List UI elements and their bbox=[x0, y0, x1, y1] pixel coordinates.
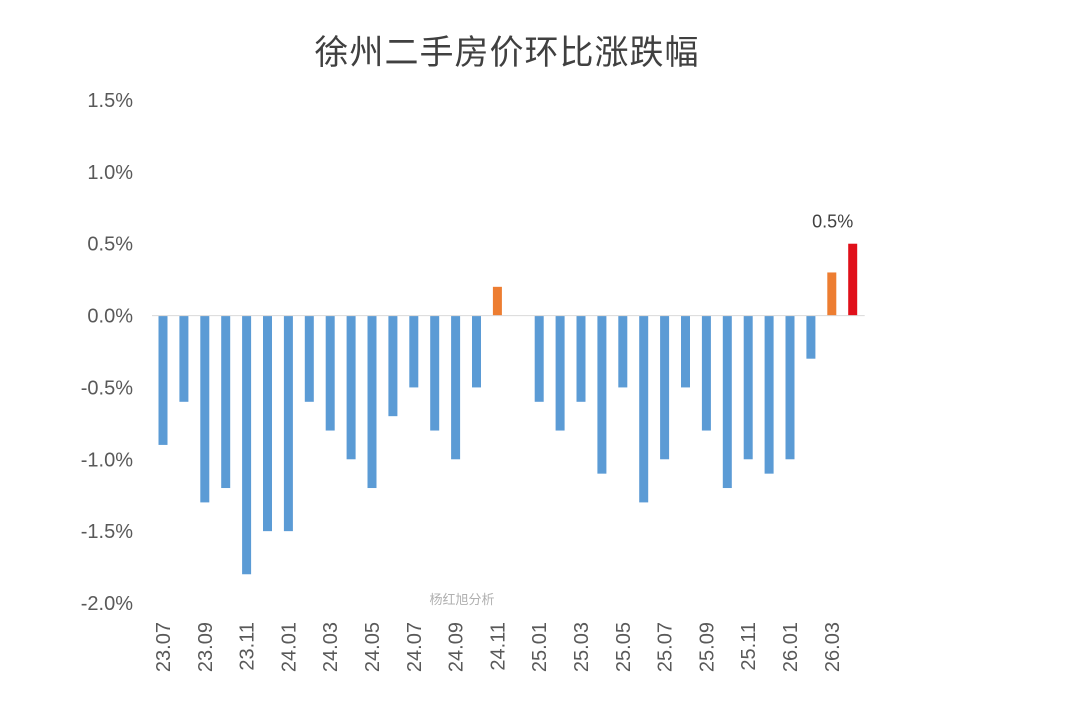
bar-25.08 bbox=[681, 315, 690, 388]
y-tick-label: -0.5% bbox=[81, 377, 133, 399]
x-tick-label: 25.05 bbox=[613, 622, 635, 672]
x-tick-label: 23.09 bbox=[195, 622, 217, 672]
bar-25.06 bbox=[639, 315, 649, 503]
bar-24.03 bbox=[325, 315, 335, 431]
y-tick-label: -1.5% bbox=[81, 521, 133, 543]
y-tick-label: 0.5% bbox=[87, 234, 133, 256]
bar-23.08 bbox=[179, 315, 189, 402]
x-tick-label: 24.09 bbox=[446, 622, 468, 672]
y-tick-label: 1.5% bbox=[87, 90, 133, 112]
bar-25.02 bbox=[555, 315, 565, 431]
bars-group bbox=[158, 243, 858, 575]
bar-23.07 bbox=[158, 315, 168, 445]
bar-24.05 bbox=[367, 315, 377, 489]
x-axis-ticks: 23.07 23.09 23.11 24.01 24.03 24.05 24.07 24.09… bbox=[153, 622, 844, 672]
x-tick-label: 25.11 bbox=[738, 622, 760, 671]
bar-24.08 bbox=[430, 315, 440, 431]
chart-title: 徐州二手房价环比涨跌幅 bbox=[315, 33, 700, 73]
bar-25.03 bbox=[576, 315, 586, 402]
y-tick-label: -2.0% bbox=[81, 593, 133, 615]
x-tick-label: 23.11 bbox=[237, 622, 259, 671]
x-tick-label: 24.11 bbox=[487, 622, 509, 671]
x-tick-label: 25.01 bbox=[529, 622, 551, 672]
x-tick-label: 24.07 bbox=[404, 622, 426, 672]
bar-25.10 bbox=[722, 315, 732, 489]
bar-26.04 bbox=[848, 243, 858, 316]
x-tick-label: 26.03 bbox=[822, 622, 844, 672]
bar-24.09 bbox=[451, 315, 461, 460]
bar-23.12 bbox=[263, 315, 272, 532]
watermark-text: 杨红旭分析 bbox=[429, 592, 494, 608]
bar-25.01 bbox=[534, 315, 544, 402]
y-tick-label: 1.0% bbox=[87, 162, 133, 184]
x-tick-label: 23.07 bbox=[153, 622, 175, 672]
y-tick-label: -1.0% bbox=[81, 449, 133, 471]
x-tick-label: 24.03 bbox=[320, 622, 342, 672]
x-tick-label: 24.01 bbox=[278, 622, 300, 672]
y-axis-ticks: 1.5% 1.0% 0.5% 0.0% -0.5% -1.0% -1.5% -2.0% bbox=[81, 90, 133, 615]
bar-24.02 bbox=[304, 315, 314, 402]
bar-24.01 bbox=[283, 315, 293, 532]
x-tick-label: 25.07 bbox=[655, 622, 677, 672]
bar-25.12 bbox=[764, 315, 774, 474]
bar-26.03 bbox=[827, 272, 837, 316]
bar-24.10 bbox=[472, 315, 481, 388]
bar-25.04 bbox=[597, 315, 607, 474]
bar-25.11 bbox=[743, 315, 753, 460]
bar-24.07 bbox=[409, 315, 419, 388]
bar-25.07 bbox=[660, 315, 670, 460]
x-tick-label: 25.09 bbox=[696, 622, 718, 672]
x-tick-label: 26.01 bbox=[780, 622, 802, 672]
bar-24.11 bbox=[492, 286, 502, 316]
bar-23.11 bbox=[242, 315, 252, 575]
bar-26.01 bbox=[785, 315, 795, 460]
bar-24.04 bbox=[346, 315, 356, 460]
bar-26.02 bbox=[806, 315, 816, 359]
bar-25.09 bbox=[701, 315, 711, 431]
y-tick-label: 0.0% bbox=[87, 306, 133, 328]
x-tick-label: 25.03 bbox=[571, 622, 593, 672]
data-label: 0.5% bbox=[812, 212, 853, 232]
x-tick-label: 24.05 bbox=[362, 622, 384, 672]
bar-25.05 bbox=[618, 315, 628, 388]
bar-23.10 bbox=[221, 315, 231, 489]
bar-23.09 bbox=[200, 315, 210, 503]
data-labels: 0.5% bbox=[812, 212, 853, 232]
bar-24.06 bbox=[388, 315, 398, 417]
